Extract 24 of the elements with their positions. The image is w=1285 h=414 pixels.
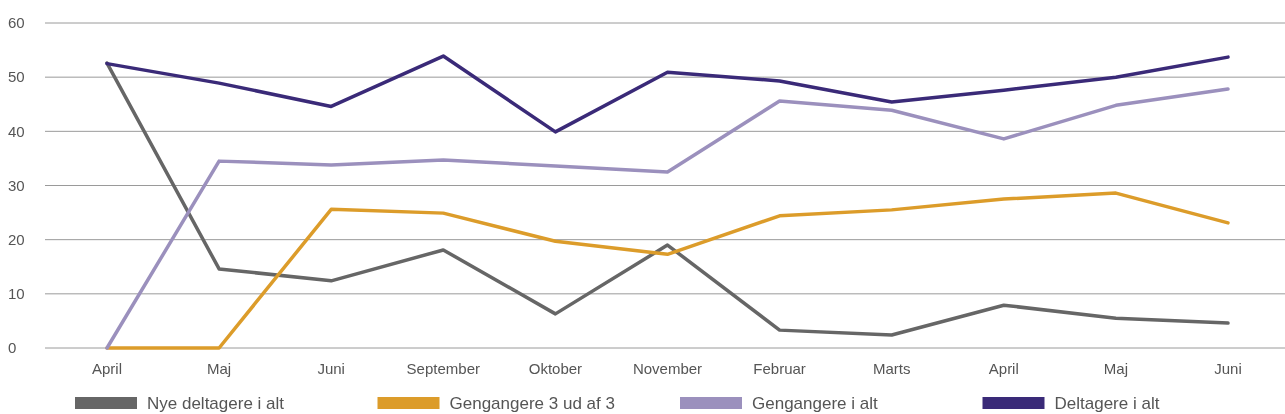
y-tick-label: 60 <box>8 14 25 32</box>
x-tick-label: Maj <box>1103 360 1128 377</box>
y-tick-label: 10 <box>8 285 25 303</box>
y-tick-label: 20 <box>8 230 25 248</box>
x-tick-label: Juni <box>317 360 345 377</box>
x-tick-label: Marts <box>872 360 911 377</box>
legend-label: Deltagere i alt <box>1054 393 1160 413</box>
legend-label: Gengangere i alt <box>752 393 878 413</box>
y-tick-label: 50 <box>8 68 25 86</box>
x-tick-label: Februar <box>753 360 806 377</box>
x-tick-label: November <box>632 360 703 377</box>
y-tick-label: 0 <box>8 339 17 357</box>
x-tick-label: September <box>406 360 480 377</box>
legend-label: Nye deltagere i alt <box>147 393 285 413</box>
legend-label: Gengangere 3 ud af 3 <box>449 393 615 413</box>
y-tick-label: 30 <box>8 176 25 194</box>
x-tick-label: Juni <box>1214 360 1242 377</box>
x-tick-label: Oktober <box>528 360 583 377</box>
line-series <box>105 191 1230 350</box>
x-tick-label: April <box>988 360 1019 377</box>
line-series <box>105 54 1230 134</box>
x-tick-label: April <box>91 360 123 377</box>
x-tick-label: Maj <box>207 360 232 377</box>
y-tick-label: 40 <box>8 122 25 140</box>
